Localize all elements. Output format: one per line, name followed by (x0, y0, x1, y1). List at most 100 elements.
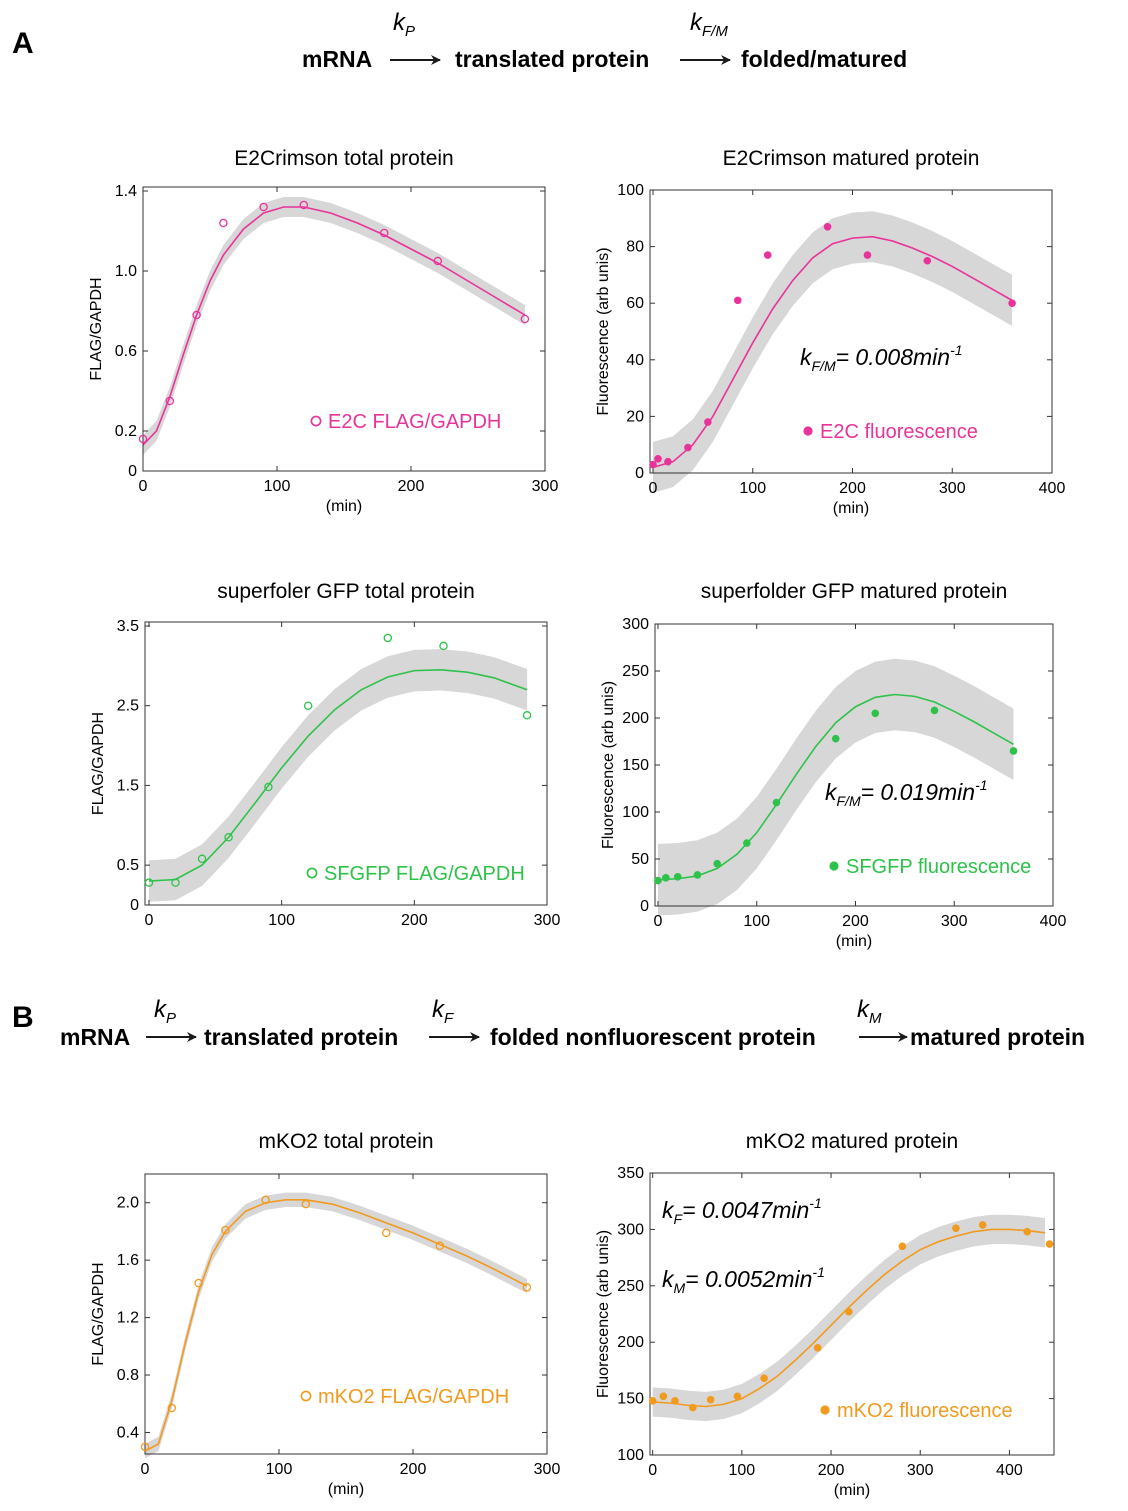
scheme-a-node-1: mRNA (302, 46, 372, 72)
legend-label: E2C FLAG/GAPDH (328, 411, 501, 433)
data-point (684, 443, 692, 452)
x-tick-label: 0 (649, 480, 658, 497)
data-point (1023, 1227, 1032, 1236)
data-point (693, 871, 702, 879)
y-tick-label: 0 (130, 897, 139, 914)
scheme-b-node-4: matured protein (910, 1024, 1085, 1050)
chart-title: superfoler GFP total protein (217, 580, 475, 603)
scheme-a: mRNA kP translated protein kF/M folded/m… (302, 9, 907, 72)
legend-marker (306, 867, 318, 879)
x-tick-label: 200 (400, 1461, 427, 1478)
data-point (689, 1403, 697, 1412)
data-point (649, 460, 657, 469)
data-point (194, 1278, 203, 1288)
x-axis-label: (min) (328, 1481, 364, 1498)
data-point (654, 455, 662, 463)
x-tick-label: 300 (534, 1461, 561, 1478)
panel-letter-b: B (12, 1001, 34, 1034)
chart-e2c-total: E2Crimson total protein 0 100 200 300 0 0.2 0.6… (88, 147, 558, 515)
x-tick-label: 200 (398, 478, 425, 495)
axes-box (144, 1173, 548, 1455)
data-point (1009, 747, 1018, 755)
data-point (520, 314, 530, 324)
rate-annotation: kF/M= 0.019min-1 (825, 777, 988, 809)
data-point (435, 1241, 445, 1251)
data-point (930, 706, 939, 715)
x-axis-label: (min) (326, 498, 362, 515)
data-point (144, 878, 154, 887)
data-point (171, 878, 180, 887)
rate-annotation: kF/M= 0.008min-1 (800, 342, 963, 374)
chart-mko2-total: mKO2 total protein 0 100 200 300 0.4 0.8 1.2 1.6… (90, 1130, 560, 1498)
data-point (299, 200, 309, 210)
rate-annotation: kM= 0.0052min-1 (662, 1264, 825, 1296)
scheme-b-rate-2: kF (432, 996, 454, 1027)
y-tick-label: 100 (622, 804, 649, 821)
data-point (871, 709, 880, 718)
data-point (823, 222, 832, 231)
x-tick-label: 100 (266, 1461, 293, 1478)
y-tick-label: 50 (631, 851, 649, 868)
data-point (261, 1195, 270, 1205)
y-tick-label: 80 (626, 239, 644, 256)
x-tick-label: 200 (818, 1462, 845, 1479)
data-point (197, 854, 207, 864)
y-tick-label: 0 (640, 898, 649, 915)
y-tick-label: 250 (617, 1278, 644, 1295)
x-tick-label: 300 (534, 912, 561, 929)
y-tick-label: 200 (617, 1334, 644, 1351)
scheme-b-rate-3: kM (857, 996, 882, 1027)
data-point (383, 633, 393, 643)
data-point (522, 711, 532, 720)
confidence-band (652, 1214, 1046, 1422)
x-tick-label: 200 (842, 913, 869, 930)
x-tick-label: 0 (654, 913, 663, 930)
data-point (167, 1403, 177, 1413)
data-point (1045, 1240, 1054, 1248)
data-point (219, 218, 228, 228)
x-tick-label: 300 (907, 1462, 934, 1479)
y-tick-label: 0 (635, 465, 644, 482)
y-axis-label: Fluorescence (arb unis) (595, 247, 612, 415)
data-point (301, 1199, 311, 1209)
scheme-a-node-3: folded/matured (741, 46, 907, 72)
x-tick-label: 0 (141, 1461, 150, 1478)
data-point (743, 839, 751, 847)
x-tick-label: 300 (941, 913, 968, 930)
confidence-band (652, 211, 1013, 493)
chart-title: E2Crimson total protein (234, 147, 453, 170)
axes-box (649, 189, 1053, 474)
x-tick-label: 0 (648, 1462, 657, 1479)
data-point (654, 876, 662, 885)
y-tick-label: 200 (622, 710, 649, 727)
data-point (522, 1283, 532, 1292)
data-point (662, 874, 670, 882)
x-tick-label: 300 (532, 478, 559, 495)
x-tick-label: 400 (996, 1462, 1023, 1479)
y-tick-label: 20 (626, 408, 644, 425)
y-tick-label: 3.5 (117, 618, 139, 635)
y-tick-label: 250 (622, 663, 649, 680)
legend-label: E2C fluorescence (820, 421, 978, 443)
x-tick-label: 100 (268, 912, 295, 929)
y-tick-label: 1.0 (115, 263, 137, 280)
fit-line (144, 1199, 528, 1452)
data-point (845, 1307, 853, 1316)
x-tick-label: 100 (264, 478, 291, 495)
fit-line (148, 669, 528, 882)
data-point (138, 434, 148, 444)
data-point (713, 859, 722, 868)
scheme-a-rate-2: kF/M (690, 9, 728, 40)
data-point (923, 256, 932, 265)
confidence-band (148, 649, 528, 902)
data-point (1008, 299, 1016, 308)
x-tick-label: 0 (139, 478, 148, 495)
confidence-band (145, 1192, 527, 1459)
data-point (952, 1224, 960, 1233)
legend-label: SFGFP FLAG/GAPDH (324, 863, 525, 885)
y-axis-label: Fluorescence (arb unis) (595, 1230, 612, 1398)
y-tick-label: 40 (626, 352, 644, 369)
chart-sfgfp-total: superfoler GFP total protein 0 100 200 300 0 0… (90, 580, 560, 929)
